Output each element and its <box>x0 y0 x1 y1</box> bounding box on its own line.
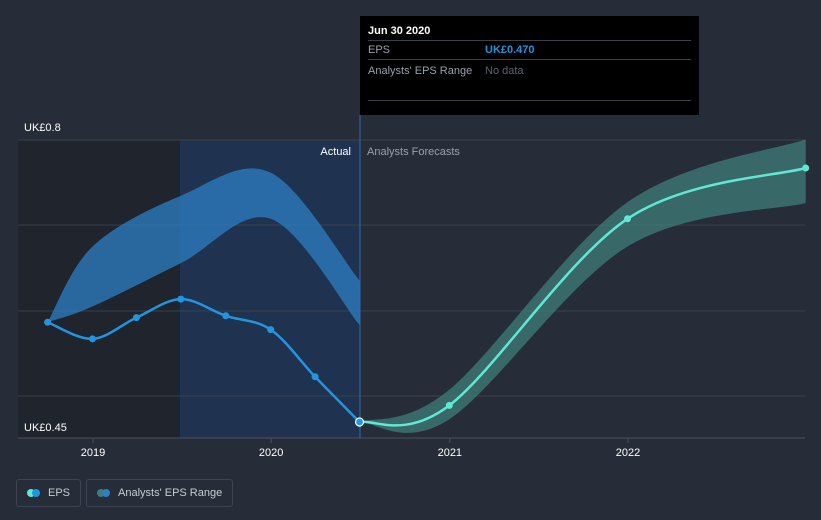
series-point <box>624 215 632 223</box>
series-line-0 <box>47 297 361 423</box>
series-point <box>177 295 185 303</box>
legend-eps-swatch <box>27 489 40 497</box>
series-point <box>267 326 275 334</box>
eps-ranges <box>47 139 806 433</box>
x-tick-label: 2019 <box>81 447 105 459</box>
eps-lines <box>47 166 807 427</box>
series-point <box>445 401 453 409</box>
eps-points <box>44 164 810 427</box>
tooltip-eps-label: EPS <box>368 44 391 56</box>
series-point <box>311 373 319 381</box>
section-label-actual: Actual <box>320 146 351 158</box>
legend-eps-label: EPS <box>48 487 71 499</box>
series-line-1 <box>359 166 807 427</box>
series-point <box>222 312 230 320</box>
y-tick-top: UK£0.8 <box>24 122 61 134</box>
legend-range-label: Analysts' EPS Range <box>118 487 223 499</box>
legend-eps[interactable]: EPS <box>16 479 82 507</box>
range-band <box>47 168 360 326</box>
legend-range[interactable]: Analysts' EPS Range <box>86 479 234 507</box>
range-band <box>359 139 806 433</box>
tooltip-range-label: Analysts' EPS Range <box>368 65 473 77</box>
x-tick-label: 2022 <box>616 447 640 459</box>
x-tick-label: 2021 <box>438 447 462 459</box>
section-label-forecast: Analysts Forecasts <box>367 146 460 158</box>
legend-range-swatch <box>97 489 110 497</box>
tooltip-range-value: No data <box>485 65 524 77</box>
tooltip: Jun 30 2020 EPS UK£0.470 Analysts' EPS R… <box>360 16 699 115</box>
tooltip-row-range: Analysts' EPS Range No data <box>368 59 691 101</box>
series-point <box>802 164 810 172</box>
series-point <box>89 335 97 343</box>
tooltip-row-eps: EPS UK£0.470 <box>368 40 691 59</box>
highlight-point <box>354 417 365 427</box>
x-axis-ticks: 2019 2020 2021 2022 <box>81 438 640 459</box>
tooltip-date: Jun 30 2020 <box>368 25 431 37</box>
tooltip-eps-value: UK£0.470 <box>485 44 535 56</box>
series-point <box>132 314 140 322</box>
series-point <box>44 318 52 326</box>
y-tick-bottom: UK£0.45 <box>24 422 67 434</box>
x-tick-label: 2020 <box>259 447 283 459</box>
